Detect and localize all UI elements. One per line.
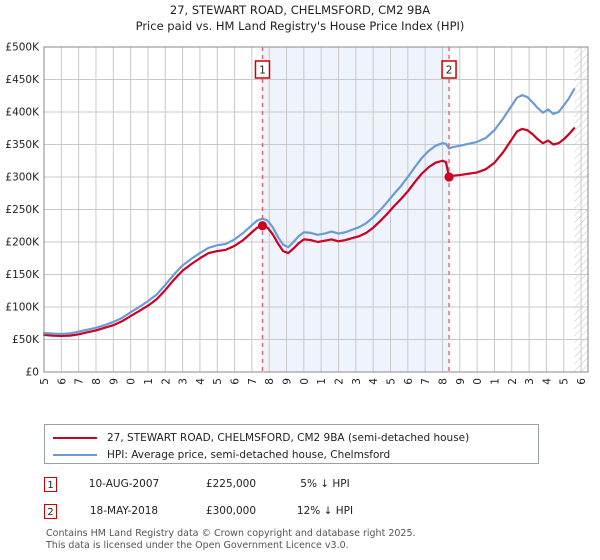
x-axis-tick-label: 2015 <box>385 378 397 385</box>
series-line-hpi <box>42 88 576 336</box>
x-axis-tick-label: 2001 <box>143 378 155 385</box>
transaction-marker-number: 2 <box>446 65 453 77</box>
x-axis-tick-label: 1999 <box>108 378 120 385</box>
y-axis-tick-label: £50K <box>12 334 40 346</box>
transaction-date: 18-MAY-2018 <box>89 505 159 517</box>
x-axis-tick-label: 2006 <box>230 378 242 385</box>
x-axis-tick-label: 2007 <box>247 378 259 385</box>
y-axis-tick-label: £150K <box>5 269 40 281</box>
x-axis-tick-label: 2014 <box>368 378 380 385</box>
future-period-hatch <box>574 47 588 372</box>
legend-item-hpi: HPI: Average price, semi-detached house,… <box>45 446 538 463</box>
y-axis-tick-label: £450K <box>5 74 40 86</box>
x-axis-tick-label: 1995 <box>39 378 51 385</box>
x-axis-tick-label: 2018 <box>437 378 449 385</box>
chart-svg: 1995 1996 1997 1998 1999 2000 2001 2002 2003 2004… <box>5 42 589 385</box>
x-axis-tick-label: 2022 <box>507 378 519 385</box>
x-axis-tick-label: 2025 <box>559 378 571 385</box>
x-axis-tick-label: 2021 <box>489 378 501 385</box>
x-axis-tick-label: 2017 <box>420 378 432 385</box>
x-axis-tick-label: 2026 <box>576 378 588 385</box>
x-axis-tick-label: 2012 <box>334 378 346 385</box>
x-axis-tick-label: 2005 <box>212 378 224 385</box>
transaction-marker-number: 1 <box>259 65 266 77</box>
transaction-hpi-delta: 12% ↓ HPI <box>296 505 354 517</box>
footer-line-1: Contains HM Land Registry data © Crown c… <box>46 528 416 539</box>
transaction-row[interactable]: 2 18-MAY-2018 £300,000 12% ↓ HPI <box>44 500 371 522</box>
transaction-marker-badge: 1 <box>44 476 57 492</box>
transaction-row[interactable]: 1 10-AUG-2007 £225,000 5% ↓ HPI <box>44 473 371 495</box>
x-axis-tick-label: 2004 <box>195 378 207 385</box>
y-axis-tick-label: £500K <box>5 42 40 54</box>
x-axis-tick-label: 2020 <box>472 378 484 385</box>
transaction-marker-badge: 2 <box>44 503 57 519</box>
x-axis-tick-label: 2010 <box>299 378 311 385</box>
x-axis-tick-label: 2016 <box>403 378 415 385</box>
x-axis-tick-label: 2000 <box>126 378 138 385</box>
price-history-chart: 1995 1996 1997 1998 1999 2000 2001 2002 2003 2004… <box>0 40 600 385</box>
series-line-price-paid <box>42 127 576 338</box>
x-axis-tick-label: 2019 <box>455 378 467 385</box>
legend-swatch-hpi <box>53 453 97 456</box>
plot-border <box>43 46 589 373</box>
x-axis-tick-label: 2023 <box>524 378 536 385</box>
x-axis-tick-label: 1998 <box>91 378 103 385</box>
y-axis-tick-label: £350K <box>5 139 40 151</box>
x-axis-tick-label: 2003 <box>178 378 190 385</box>
page-subtitle: Price paid vs. HM Land Registry's House … <box>135 19 465 33</box>
y-axis-tick-label: £400K <box>5 107 40 119</box>
transaction-marker-dot[interactable] <box>257 221 268 231</box>
y-axis-tick-label: £100K <box>5 302 40 314</box>
transaction-date: 10-AUG-2007 <box>88 478 160 490</box>
y-axis-tick-label: £0 <box>26 367 39 379</box>
x-axis-tick-label: 2009 <box>282 378 294 385</box>
page-title: 27, STEWART ROAD, CHELMSFORD, CM2 9BA <box>169 3 431 17</box>
transaction-hpi-delta: 5% ↓ HPI <box>300 478 350 490</box>
x-axis-tick-label: 2013 <box>351 378 363 385</box>
y-axis-tick-label: £300K <box>5 172 40 184</box>
x-axis-tick-label: 2011 <box>316 378 328 385</box>
y-axis-tick-label: £250K <box>5 204 40 216</box>
legend-item-price-paid: 27, STEWART ROAD, CHELMSFORD, CM2 9BA (s… <box>45 429 538 446</box>
x-axis-tick-label: 2002 <box>160 378 172 385</box>
transaction-marker-box[interactable] <box>441 60 457 79</box>
x-axis-tick-label: 1997 <box>74 378 86 385</box>
chart-legend: 27, STEWART ROAD, CHELMSFORD, CM2 9BA (s… <box>44 424 539 464</box>
copyright-footer: Contains HM Land Registry data © Crown c… <box>46 528 566 551</box>
legend-label-price-paid: 27, STEWART ROAD, CHELMSFORD, CM2 9BA (s… <box>107 431 470 444</box>
legend-swatch-price-paid <box>53 436 97 439</box>
footer-line-2: This data is licensed under the Open Gov… <box>46 539 349 551</box>
y-axis-tick-label: £200K <box>5 237 40 249</box>
transaction-marker-dot[interactable] <box>444 172 454 182</box>
transaction-price: £225,000 <box>205 478 257 490</box>
chart-titles: 27, STEWART ROAD, CHELMSFORD, CM2 9BA Pr… <box>0 2 600 34</box>
transaction-marker-box[interactable] <box>254 60 271 79</box>
x-axis-tick-label: 2024 <box>541 378 553 385</box>
transaction-price: £300,000 <box>205 505 257 517</box>
legend-label-hpi: HPI: Average price, semi-detached house,… <box>107 448 391 461</box>
x-axis-tick-label: 1996 <box>56 378 68 385</box>
x-axis-tick-label: 2008 <box>264 378 276 385</box>
